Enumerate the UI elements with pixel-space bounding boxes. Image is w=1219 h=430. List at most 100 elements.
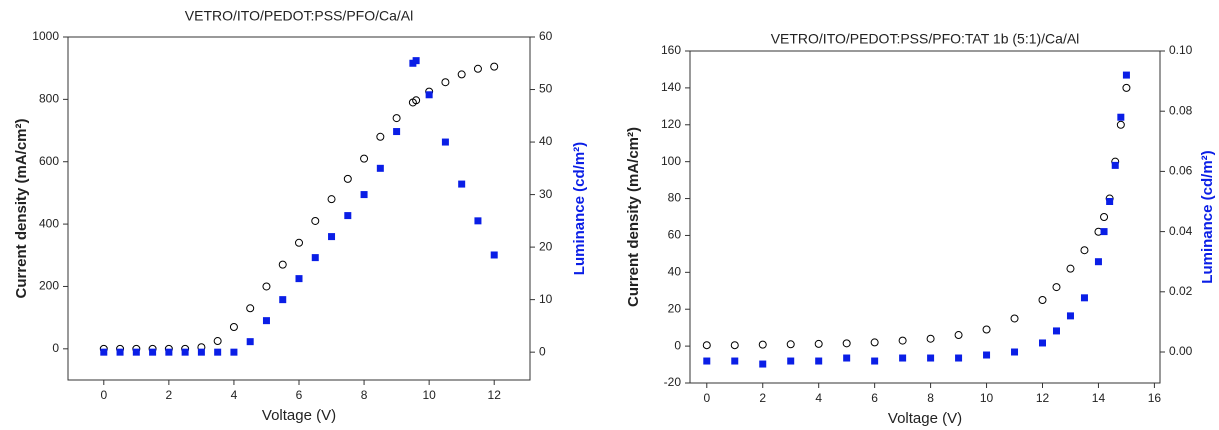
current-point	[457, 70, 466, 79]
luminance-point	[474, 217, 482, 225]
chart-title: VETRO/ITO/PEDOT:PSS/PFO/Ca/Al	[185, 8, 413, 24]
luminance-point	[731, 357, 739, 365]
current-point	[870, 338, 879, 347]
current-point	[786, 340, 795, 349]
x-tick-label: 14	[1092, 391, 1106, 405]
y2-tick-label: 0.02	[1169, 284, 1193, 298]
luminance-point	[181, 348, 189, 356]
x-tick-label: 4	[231, 388, 238, 402]
luminance-point	[815, 357, 823, 365]
current-point	[412, 96, 421, 105]
luminance-point	[1111, 161, 1119, 169]
current-point	[1100, 213, 1109, 221]
current-point	[311, 216, 320, 225]
current-point	[392, 114, 401, 123]
y-tick-label: 600	[39, 154, 59, 168]
luminance-point	[230, 348, 238, 356]
luminance-point	[703, 357, 711, 365]
luminance-point	[1011, 348, 1019, 356]
luminance-point	[490, 251, 498, 259]
luminance-point	[100, 348, 108, 356]
y-tick-label: 40	[668, 265, 682, 279]
x-axis-label: Voltage (V)	[888, 410, 962, 427]
luminance-point	[927, 354, 935, 362]
luminance-point	[295, 275, 303, 283]
luminance-point	[165, 348, 173, 356]
luminance-point	[1080, 294, 1088, 302]
y-tick-label: 100	[661, 154, 681, 168]
x-tick-label: 0	[100, 388, 107, 402]
luminance-point	[955, 354, 963, 362]
x-tick-label: 12	[488, 388, 502, 402]
y-axis-label: Current density (mA/cm²)	[625, 127, 642, 307]
current-point	[982, 325, 991, 334]
current-point	[1116, 120, 1125, 129]
current-point	[1066, 264, 1075, 273]
y-tick-label: 800	[39, 92, 59, 106]
luminance-point	[328, 233, 336, 241]
current-point	[343, 174, 352, 183]
y2-tick-label: 10	[539, 292, 553, 306]
x-tick-label: 10	[980, 391, 994, 405]
y2-tick-label: 0.00	[1169, 344, 1193, 358]
x-axis-label: Voltage (V)	[262, 407, 336, 424]
current-point	[730, 341, 739, 350]
luminance-point	[1052, 327, 1060, 335]
current-point	[278, 260, 287, 269]
luminance-point	[214, 348, 222, 356]
current-point	[262, 282, 271, 291]
y2-tick-label: 0.08	[1169, 103, 1193, 117]
y2-tick-label: 40	[539, 134, 553, 148]
luminance-point	[344, 212, 352, 220]
y-tick-label: 1000	[32, 29, 59, 43]
x-tick-label: 6	[296, 388, 303, 402]
luminance-point	[843, 354, 851, 362]
luminance-point	[1122, 71, 1130, 79]
plot-frame	[67, 36, 531, 381]
y2-tick-label: 0	[539, 344, 546, 358]
luminance-point	[393, 128, 401, 136]
current-point	[360, 154, 369, 163]
x-tick-label: 2	[166, 388, 173, 402]
current-point	[926, 334, 935, 343]
y-tick-label: 200	[39, 279, 59, 293]
current-point	[376, 132, 385, 141]
luminance-point	[116, 348, 124, 356]
current-point	[1080, 246, 1089, 255]
current-point	[954, 331, 963, 340]
y-tick-label: 140	[661, 80, 681, 94]
current-point	[898, 336, 907, 345]
current-point	[1052, 283, 1061, 292]
x-tick-label: 8	[361, 388, 368, 402]
current-point	[1122, 83, 1131, 92]
current-point	[758, 340, 767, 349]
current-point	[1010, 314, 1019, 323]
luminance-point	[899, 354, 907, 362]
chart-title: VETRO/ITO/PEDOT:PSS/PFO:TAT 1b (5:1)/Ca/…	[771, 31, 1080, 47]
current-point	[842, 339, 851, 348]
y2-tick-label: 0.04	[1169, 224, 1193, 238]
luminance-point	[1066, 312, 1074, 320]
luminance-point	[1100, 228, 1108, 236]
luminance-point	[983, 351, 991, 359]
luminance-point	[1039, 339, 1046, 347]
y2-tick-label: 0.10	[1169, 43, 1193, 57]
current-point	[1038, 296, 1047, 304]
luminance-point	[1117, 113, 1125, 121]
luminance-point	[425, 91, 433, 99]
y2-tick-label: 60	[539, 29, 553, 43]
x-tick-label: 6	[871, 391, 878, 405]
luminance-point	[311, 254, 319, 262]
current-point	[702, 341, 711, 350]
luminance-point	[149, 348, 157, 356]
luminance-point	[412, 57, 420, 65]
luminance-point	[1106, 197, 1114, 205]
y-tick-label: 120	[661, 117, 681, 131]
current-point	[473, 64, 482, 73]
y2-axis-label: Luminance (cd/m²)	[571, 142, 588, 275]
y-tick-label: 60	[668, 228, 682, 242]
luminance-point	[360, 191, 368, 199]
x-tick-label: 12	[1036, 391, 1050, 405]
x-tick-label: 0	[703, 391, 710, 405]
